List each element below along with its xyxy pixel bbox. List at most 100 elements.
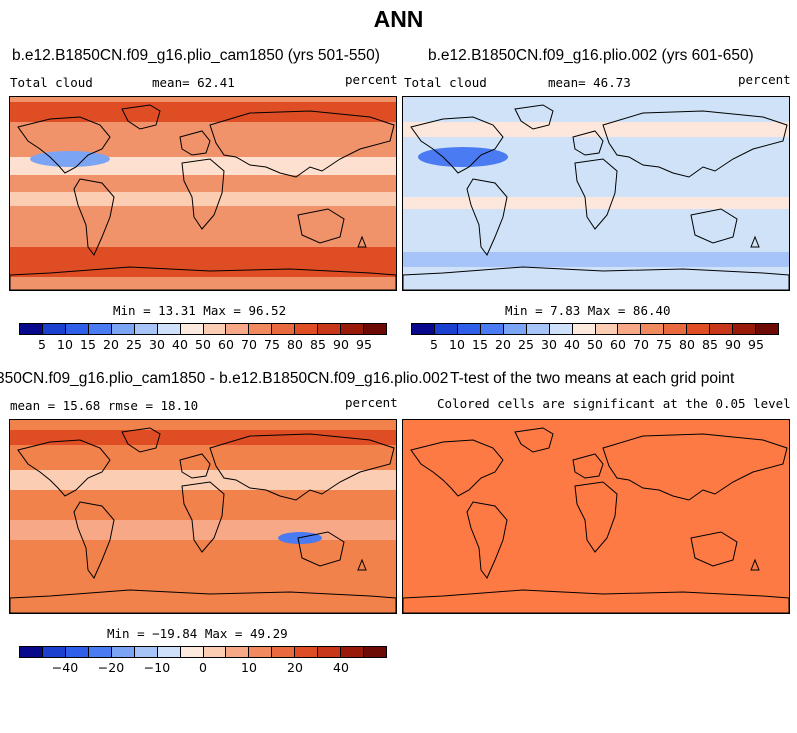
colorbar-swatch	[503, 324, 527, 334]
colorbar-swatch	[364, 647, 386, 657]
colorbar-swatch	[318, 647, 342, 657]
colorbar-tick-label: 20	[495, 337, 511, 352]
colorbar-swatch	[457, 324, 481, 334]
coastline	[209, 110, 395, 178]
colorbar-swatch	[295, 647, 319, 657]
panel2-colorbar: 5 10 15 20 25 30 40 50 60 70 75 80 85 90 95	[411, 323, 779, 353]
panel4-note: Colored cells are significant at the 0.0…	[437, 396, 791, 411]
colorbar-swatch	[641, 324, 665, 334]
coastline	[121, 104, 161, 130]
coastline	[602, 110, 788, 178]
coastline	[690, 531, 738, 567]
field-band	[10, 247, 396, 277]
field-band	[10, 470, 396, 490]
panel4-map	[402, 419, 790, 614]
colorbar-swatch	[203, 324, 227, 334]
colorbar-swatch	[203, 647, 227, 657]
panel1-title: b.e12.B1850CN.f09_g16.plio_cam1850 (yrs …	[12, 47, 380, 64]
panel3-colorbar: −40 −20 −10 0 10 20 40	[19, 646, 387, 676]
panel2-mean: mean= 46.73	[548, 75, 631, 90]
coastline	[297, 208, 345, 244]
coastline	[572, 130, 604, 156]
coastline	[750, 235, 760, 248]
colorbar-swatch	[756, 324, 778, 334]
colorbar-tick-label: 25	[518, 337, 534, 352]
colorbar-swatch	[88, 647, 112, 657]
panel1-map	[9, 96, 397, 291]
field-band	[403, 197, 789, 209]
colorbar-swatch	[318, 324, 342, 334]
panel1-mean: mean= 62.41	[152, 75, 235, 90]
coastline	[466, 501, 508, 579]
colorbar-tick-label: 50	[195, 337, 211, 352]
panel2-minmax: Min = 7.83 Max = 86.40	[505, 303, 671, 318]
colorbar-swatch	[434, 324, 458, 334]
colorbar-swatch	[618, 324, 642, 334]
colorbar-swatch	[295, 324, 319, 334]
colorbar-swatch	[341, 324, 365, 334]
panel2-title: b.e12.B1850CN.f09_g16.plio.002 (yrs 601-…	[428, 47, 754, 64]
coastline	[572, 453, 604, 479]
panel3-title: 350CN.f09_g16.plio_cam1850 - b.e12.B1850…	[0, 370, 449, 387]
field-band	[403, 252, 789, 267]
colorbar-tick-label: 80	[287, 337, 303, 352]
panel2-units: percent	[738, 72, 791, 87]
colorbar-tick-label: 80	[679, 337, 695, 352]
coastline	[514, 104, 554, 130]
colorbar-swatch	[364, 324, 386, 334]
colorbar-tick-label: 40	[564, 337, 580, 352]
low-cloud-region	[30, 151, 110, 167]
panel1-colorbar: 5 10 15 20 25 30 40 50 60 70 75 80 85 90 95	[19, 323, 387, 353]
colorbar-tick-label: 20	[103, 337, 119, 352]
coastline	[410, 116, 504, 174]
colorbar-swatch	[272, 324, 296, 334]
colorbar-tick-label: 50	[587, 337, 603, 352]
colorbar-tick-label: −20	[97, 660, 125, 675]
colorbar-swatch	[226, 324, 250, 334]
coastline	[10, 266, 396, 290]
colorbar-tick-label: 30	[541, 337, 557, 352]
panel3-map	[9, 419, 397, 614]
coastline	[514, 427, 554, 453]
colorbar-swatch	[226, 647, 250, 657]
colorbar-tick-label: 10	[241, 660, 257, 675]
panel1-variable: Total cloud	[10, 75, 93, 90]
panel4-title: T-test of the two means at each grid poi…	[450, 370, 735, 387]
colorbar-swatch	[88, 324, 112, 334]
panel2-map	[402, 96, 790, 291]
colorbar-swatch	[687, 324, 711, 334]
colorbar-tick-label: 5	[430, 337, 438, 352]
colorbar-tick-label: 70	[633, 337, 649, 352]
colorbar-swatch	[595, 324, 619, 334]
colorbar-swatch	[412, 324, 435, 334]
colorbar-tick-label: 90	[333, 337, 349, 352]
colorbar-tick-label: 20	[287, 660, 303, 675]
colorbar-swatch	[341, 647, 365, 657]
colorbar-tick-label: 90	[725, 337, 741, 352]
colorbar-tick-label: 85	[702, 337, 718, 352]
coastline	[297, 531, 345, 567]
colorbar-swatch	[480, 324, 504, 334]
field-band	[10, 430, 396, 445]
colorbar-swatch	[249, 647, 273, 657]
coastline	[17, 116, 111, 174]
coastline	[179, 453, 211, 479]
coastline	[357, 558, 367, 571]
field-band	[10, 192, 396, 206]
colorbar-tick-label: 60	[610, 337, 626, 352]
coastline	[121, 427, 161, 453]
colorbar-tick-label: −10	[143, 660, 171, 675]
coastline	[17, 439, 111, 497]
colorbar-swatch	[180, 324, 204, 334]
panel3-stats: mean = 15.68 rmse = 18.10	[10, 398, 199, 413]
coastline	[690, 208, 738, 244]
colorbar-tick-label: 75	[656, 337, 672, 352]
colorbar-swatch	[42, 647, 66, 657]
coastline	[602, 433, 788, 501]
colorbar-swatch	[710, 324, 734, 334]
colorbar-swatch	[157, 647, 181, 657]
colorbar-tick-label: 75	[264, 337, 280, 352]
colorbar-tick-label: 40	[172, 337, 188, 352]
colorbar-tick-label: 95	[356, 337, 372, 352]
panel3-minmax: Min = −19.84 Max = 49.29	[107, 626, 288, 641]
